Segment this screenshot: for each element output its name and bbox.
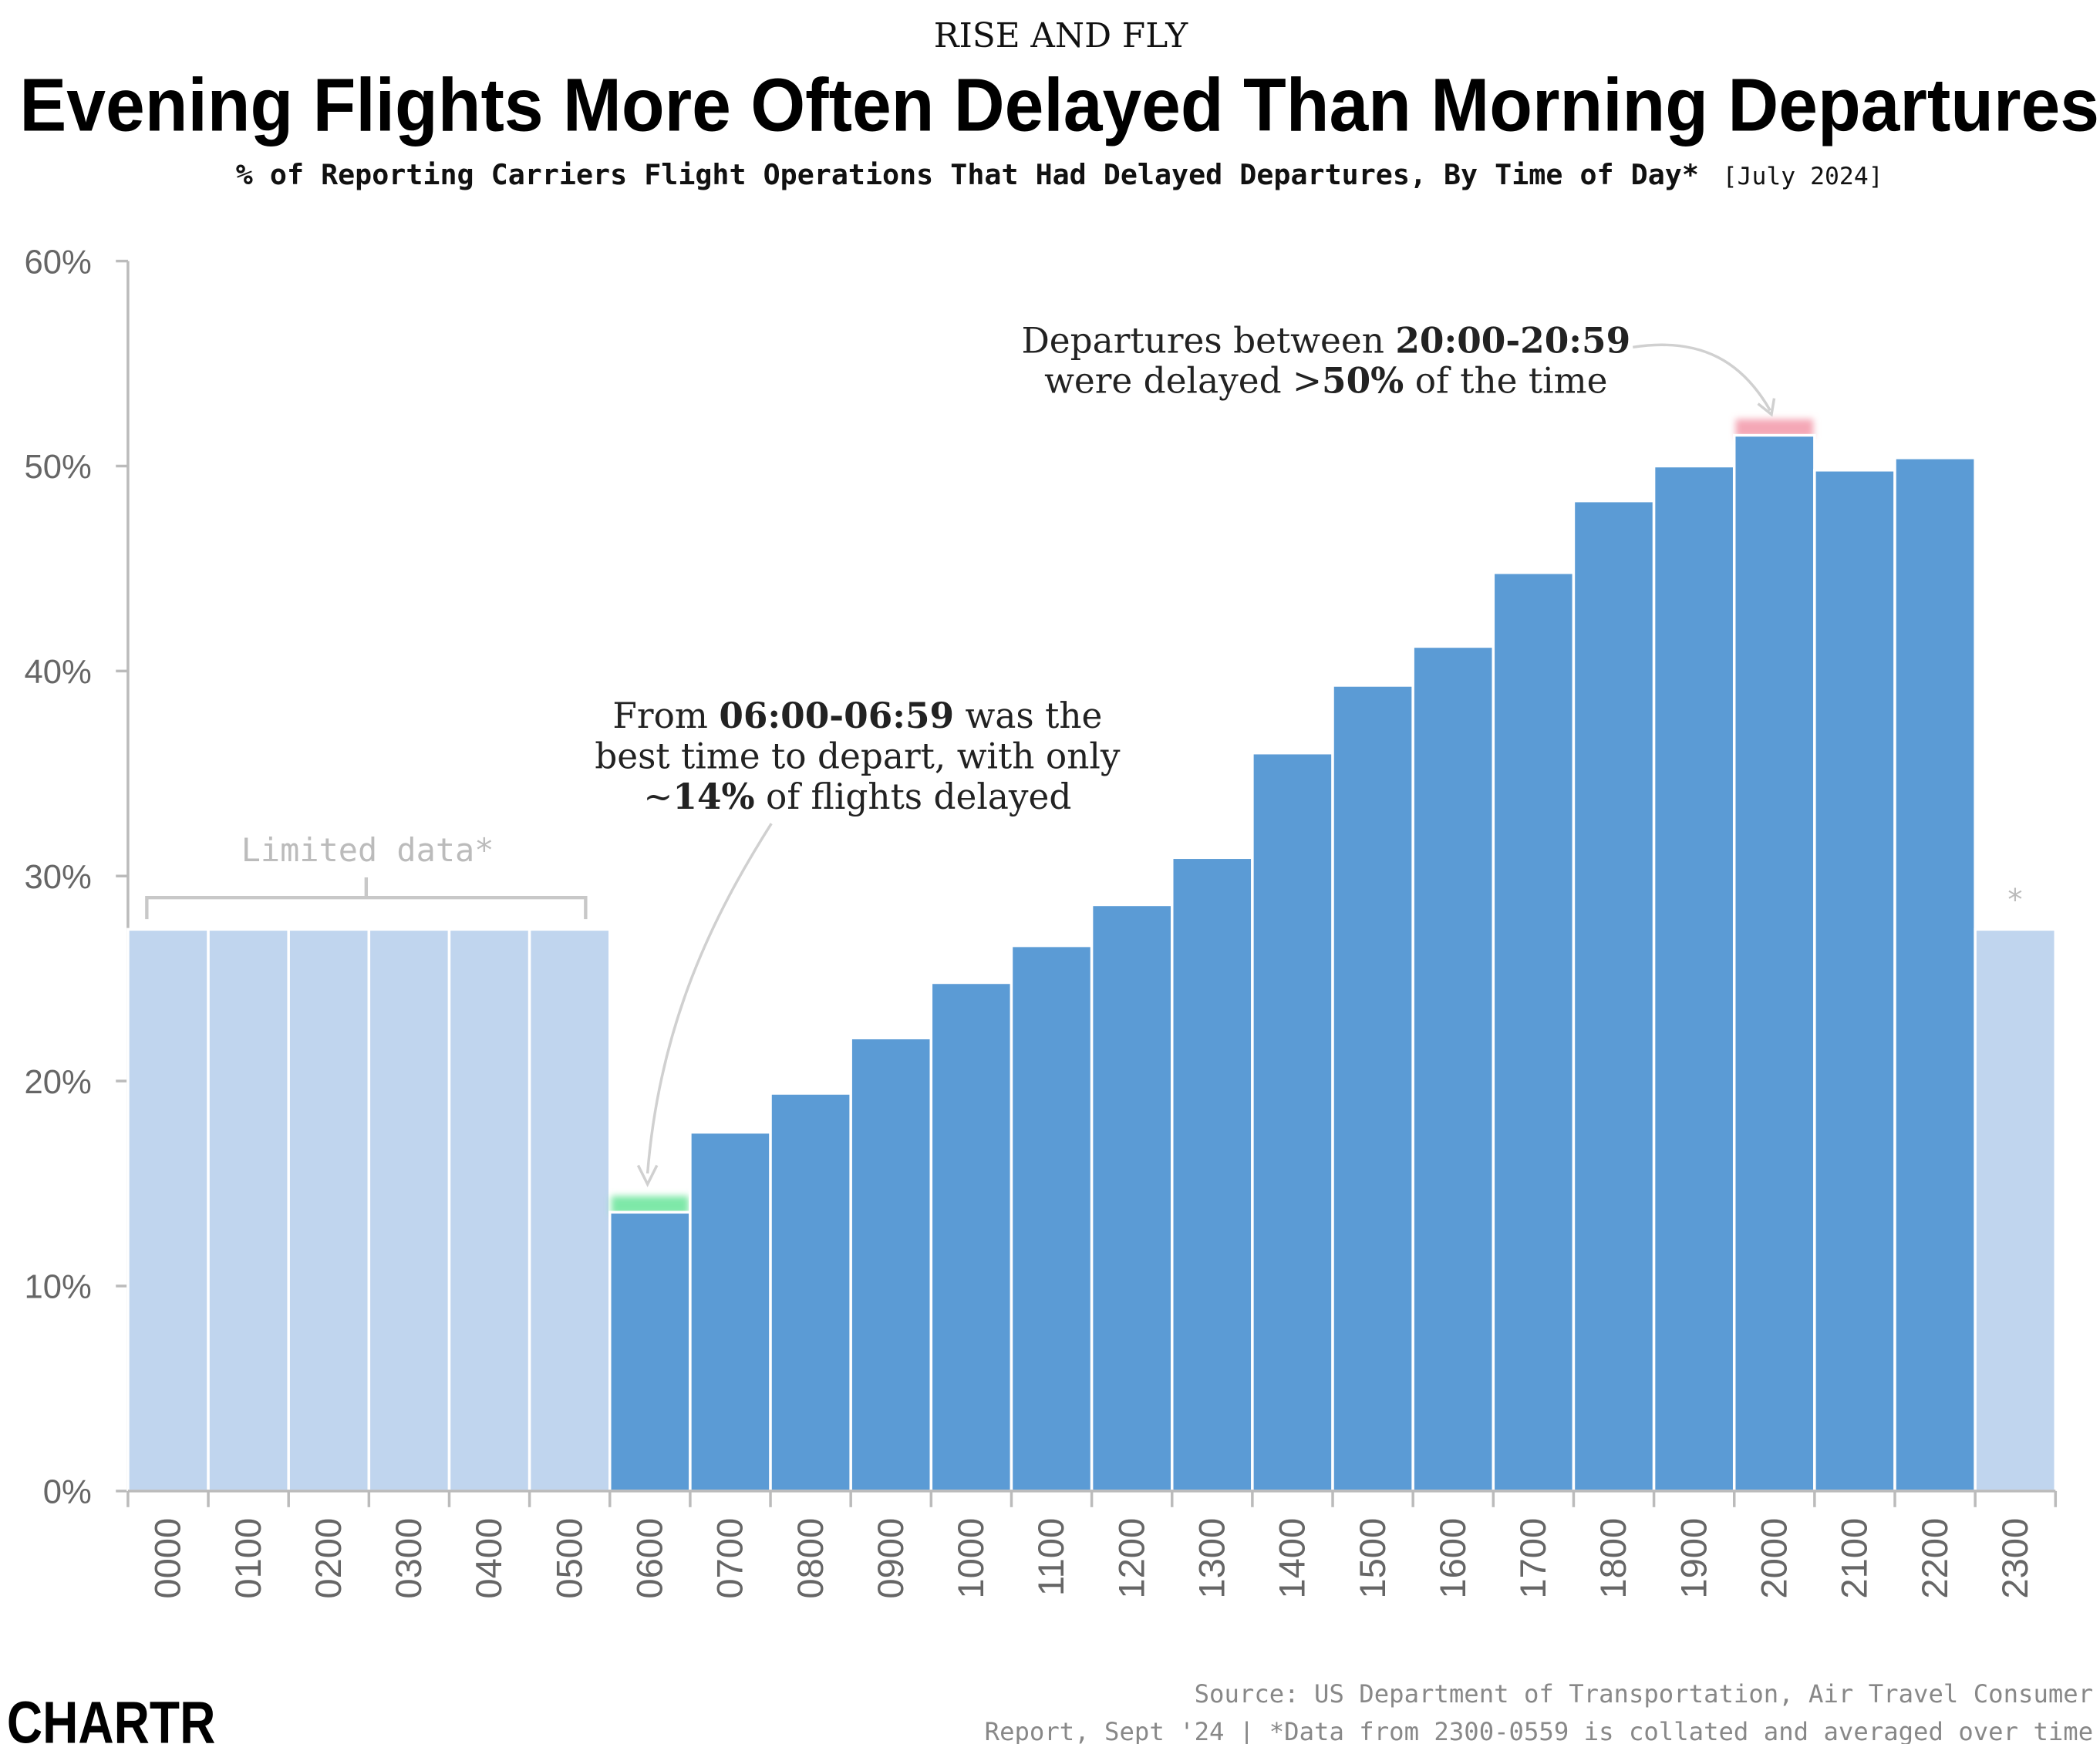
x-tick-label: 1600 [1432,1518,1473,1599]
y-tick-label: 40% [24,654,91,691]
bar-0800 [769,1092,852,1493]
x-tick-label: 0000 [147,1518,188,1599]
x-tick-label: 1200 [1111,1518,1151,1599]
bar-1300 [1171,856,1254,1493]
chartr-logo: CHARTR [7,1689,216,1744]
svg-text:From 06:00-06:59 was the: From 06:00-06:59 was the [612,695,1102,736]
bar-1700 [1492,571,1576,1493]
bar-0500 [528,928,612,1493]
x-tick-label: 0400 [468,1518,509,1599]
best-arrow [646,823,773,1174]
page-title: Evening Flights More Often Delayed Than … [19,62,2099,146]
y-tick-label: 60% [24,244,91,281]
x-tick-label: 0500 [548,1518,589,1599]
x-axis: 0000 0100 0200 0300 0400 0500 0600 0700 0800 0900… [126,1490,2058,1599]
bar-1100 [1010,944,1094,1493]
svg-text:were delayed >50% of the time: were delayed >50% of the time [1044,360,1607,402]
bar-2100 [1813,469,1896,1493]
source-line-1: Source: US Department of Transportation,… [1195,1679,2094,1709]
x-tick-label: 0800 [790,1518,831,1599]
x-tick-label: 0200 [308,1518,349,1599]
x-tick-label: 2100 [1834,1518,1875,1599]
y-tick-label: 30% [24,859,91,896]
asterisk-label: * [2006,883,2024,917]
x-tick-label: 2300 [1994,1518,2035,1599]
svg-text:~14% of flights delayed: ~14% of flights delayed [643,776,1071,817]
source-line-2: Report, Sept '24 | *Data from 2300-0559 … [985,1717,2094,1744]
worst-time-annotation: Departures between 20:00-20:59 were dela… [1021,319,1630,401]
bar-1000 [929,981,1013,1493]
x-tick-label: 1700 [1512,1518,1553,1599]
x-tick-label: 0600 [629,1518,670,1599]
worst-arrow-head [1757,398,1776,417]
y-tick-label: 10% [24,1269,91,1306]
y-tick-label: 50% [24,449,91,486]
bar-2300 [1974,928,2058,1493]
x-tick-label: 1300 [1192,1518,1232,1599]
x-tick-label: 1500 [1352,1518,1393,1599]
x-tick-label: 0700 [710,1518,750,1599]
x-tick-label: 0900 [870,1518,911,1599]
svg-text:best time to depart, with only: best time to depart, with only [595,736,1121,777]
x-tick-label: 2200 [1914,1518,1955,1599]
subtitle: % of Reporting Carriers Flight Operation… [236,158,1883,191]
x-tick-label: 1900 [1673,1518,1714,1599]
best-arrow-head [636,1164,659,1187]
bar-2200 [1893,456,1977,1493]
x-tick-label: 1100 [1030,1518,1071,1596]
bar-0000 [126,928,210,1493]
bars [126,419,2058,1493]
bar-0300 [367,928,451,1493]
y-tick-label: 20% [24,1064,91,1101]
limited-data-bracket [145,877,588,920]
bar-0100 [207,928,290,1493]
bar-1200 [1090,903,1174,1493]
svg-text:Departures between 20:00-20:59: Departures between 20:00-20:59 [1021,319,1630,361]
bar-1600 [1411,645,1495,1493]
y-axis: 0% 10% 20% 30% 40% 50% 60% [24,244,130,1511]
limited-data-label: Limited data* [241,831,494,869]
y-tick-label: 0% [43,1474,92,1511]
bar-0700 [689,1130,772,1493]
best-time-annotation: From 06:00-06:59 was the best time to de… [595,695,1121,817]
x-tick-label: 1400 [1272,1518,1313,1599]
bar-1500 [1331,684,1414,1493]
bar-0600 [608,1210,692,1493]
x-tick-label: 0100 [228,1518,268,1599]
x-tick-label: 0300 [388,1518,429,1599]
x-tick-label: 1000 [950,1518,991,1599]
x-tick-label: 2000 [1754,1518,1795,1599]
bar-1900 [1652,464,1736,1493]
bar-0900 [849,1036,933,1493]
bar-1800 [1572,499,1656,1493]
bar-2000 [1732,433,1816,1493]
bar-0200 [287,928,371,1493]
worst-arrow [1632,343,1771,412]
bar-0400 [447,928,531,1493]
kicker: RISE AND FLY [934,17,1189,56]
x-tick-label: 1800 [1593,1518,1633,1599]
bar-1400 [1251,751,1334,1493]
